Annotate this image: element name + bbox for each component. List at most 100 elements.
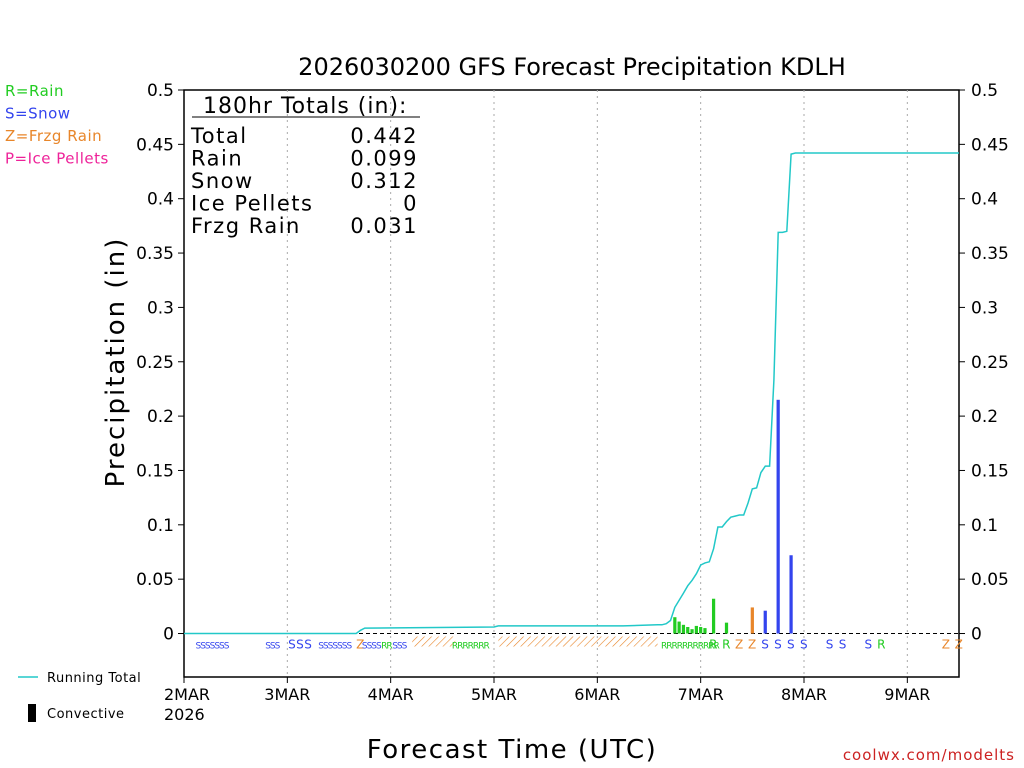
ptype-letter-rain: RR	[381, 642, 392, 652]
y-tick-label-right: 0.3	[971, 298, 998, 318]
precip-bar-snow	[776, 399, 780, 634]
type-legend-label: R=Rain	[5, 82, 64, 100]
y-tick-label-right: 0.45	[971, 135, 1009, 155]
year-label: 2026	[164, 705, 205, 724]
totals-row-value: 0.099	[350, 147, 418, 171]
x-tick-label: 8MAR	[781, 685, 827, 704]
plot-frame	[183, 89, 960, 678]
y-tick-label-right: 0.2	[971, 407, 998, 427]
precip-bar-rain	[724, 622, 729, 634]
y-tick-label: 0.05	[136, 570, 174, 590]
x-axis: 2MAR 3MAR 4MAR 5MAR 6MAR 7MAR 8MAR 9MAR	[164, 677, 930, 704]
totals-box: 180hr Totals (in): Total 0.442 Rain 0.099 Sn…	[190, 94, 420, 238]
precip-bar-rain	[673, 617, 677, 634]
y-tick-label-right: 0.35	[971, 244, 1009, 264]
ptype-letter-snow: S	[787, 638, 795, 652]
type-legend-label: S=Snow	[5, 105, 71, 123]
chart-title: 2026030200 GFS Forecast Precipitation KD…	[298, 53, 846, 81]
ptype-letter-snow: SSS	[392, 642, 407, 652]
ptype-letter-frzg: Z	[955, 638, 964, 652]
ptype-letter-snow: S	[839, 638, 847, 652]
totals-header: 180hr Totals (in):	[203, 94, 407, 119]
precip-bar-rain	[699, 626, 703, 634]
type-legend-label: Z=Frzg Rain	[5, 127, 102, 145]
y-tick-label-right: 0	[971, 625, 982, 645]
convective-legend-swatch	[28, 704, 36, 722]
x-tick-label: 2MAR	[164, 685, 210, 704]
ptype-letter-snow: SSS	[288, 638, 312, 652]
ptype-letter-snow: SSSSSSS	[318, 642, 352, 652]
x-tick-label: 6MAR	[574, 685, 620, 704]
x-tick-label: 4MAR	[368, 685, 414, 704]
ptype-letter-rain: R	[709, 638, 718, 652]
totals-row-value: 0	[403, 192, 418, 216]
ptype-letter-snow: S	[826, 638, 834, 652]
ptype-letter-rain: R	[877, 638, 886, 652]
type-legend-label: P=Ice Pellets	[5, 150, 109, 168]
totals-row-label: Ice Pellets	[191, 192, 313, 216]
y-tick-label: 0.2	[147, 407, 174, 427]
precip-bar-snow	[789, 555, 793, 634]
y-tick-label: 0.45	[136, 135, 174, 155]
ptype-letter-rain: RRRRRRR	[452, 642, 490, 652]
site-credit: coolwx.com/modelts	[843, 746, 1015, 764]
precip-bar-rain	[690, 629, 694, 634]
y-tick-label: 0.1	[147, 516, 174, 536]
x-tick-label: 5MAR	[471, 685, 517, 704]
precip-type-legend: R=Rain S=Snow Z=Frzg Rain P=Ice Pellets	[5, 82, 109, 168]
y-tick-label: 0.4	[147, 190, 174, 210]
frzg-hatch-segment	[498, 636, 658, 647]
x-tick-label: 7MAR	[678, 685, 724, 704]
y-tick-label: 0.25	[136, 353, 174, 373]
ptype-letter-frzg: Z	[356, 638, 365, 652]
ptype-letter-rain: R	[722, 638, 731, 652]
y-tick-label-right: 0.4	[971, 190, 998, 210]
ptype-letter-frzg: Z	[942, 638, 951, 652]
totals-row-value: 0.442	[350, 124, 418, 148]
precip-bar-rain	[686, 626, 690, 634]
totals-row-label: Frzg Rain	[191, 214, 301, 238]
precip-bar-rain	[677, 621, 681, 634]
ptype-letter-snow: S	[865, 638, 873, 652]
totals-row-label: Snow	[191, 169, 254, 193]
ptype-letter-snow: S	[761, 638, 769, 652]
convective-legend-label: Convective	[47, 707, 125, 722]
ptype-letter-snow: SSS	[265, 642, 280, 652]
x-axis-title: Forecast Time (UTC)	[367, 735, 658, 765]
running-total-line	[184, 152, 959, 635]
y-tick-label: 0.35	[136, 244, 174, 264]
y-axis-left: 0.5 0.45 0.4 0.35 0.3 0.25 0.2 0.15 0.1 0.05 0	[136, 81, 184, 645]
y-tick-label: 0.3	[147, 298, 174, 318]
y-tick-label-right: 0.5	[971, 81, 998, 101]
precip-bar-rain	[703, 628, 707, 634]
y-tick-label-right: 0.1	[971, 516, 998, 536]
totals-row-label: Rain	[191, 147, 243, 171]
ptype-letter-snow: S	[800, 638, 808, 652]
y-tick-label: 0.5	[147, 81, 174, 101]
precip-bars	[673, 399, 793, 634]
ptype-letter-snow: SSSS	[362, 642, 382, 652]
x-tick-label: 3MAR	[264, 685, 310, 704]
ptype-letter-frzg: Z	[735, 638, 744, 652]
y-axis-title: Precipitation (in)	[101, 237, 131, 488]
precip-bar-snow	[763, 610, 767, 634]
y-tick-label-right: 0.05	[971, 570, 1009, 590]
y-tick-label: 0	[163, 625, 174, 645]
ptype-letter-rain: RRRRRRRRRRR	[661, 642, 720, 652]
totals-row-value: 0.031	[350, 214, 418, 238]
running-total-legend-label: Running Total	[47, 671, 141, 686]
y-tick-label: 0.15	[136, 461, 174, 481]
frzg-hatch-segment	[412, 636, 456, 647]
frzg-hatch-strip	[412, 636, 658, 647]
x-tick-label: 9MAR	[884, 685, 930, 704]
precip-bar-rain	[681, 624, 686, 634]
precip-bar-frzg	[750, 607, 754, 634]
y-axis-right: 0.5 0.45 0.4 0.35 0.3 0.25 0.2 0.15 0.1 0.05 0	[959, 81, 1009, 645]
y-tick-label-right: 0.25	[971, 353, 1009, 373]
ptype-letter-snow: SSSSSSS	[195, 642, 229, 652]
precip-bar-rain	[694, 625, 698, 634]
totals-row-label: Total	[190, 124, 248, 148]
ptype-letter-frzg: Z	[748, 638, 757, 652]
